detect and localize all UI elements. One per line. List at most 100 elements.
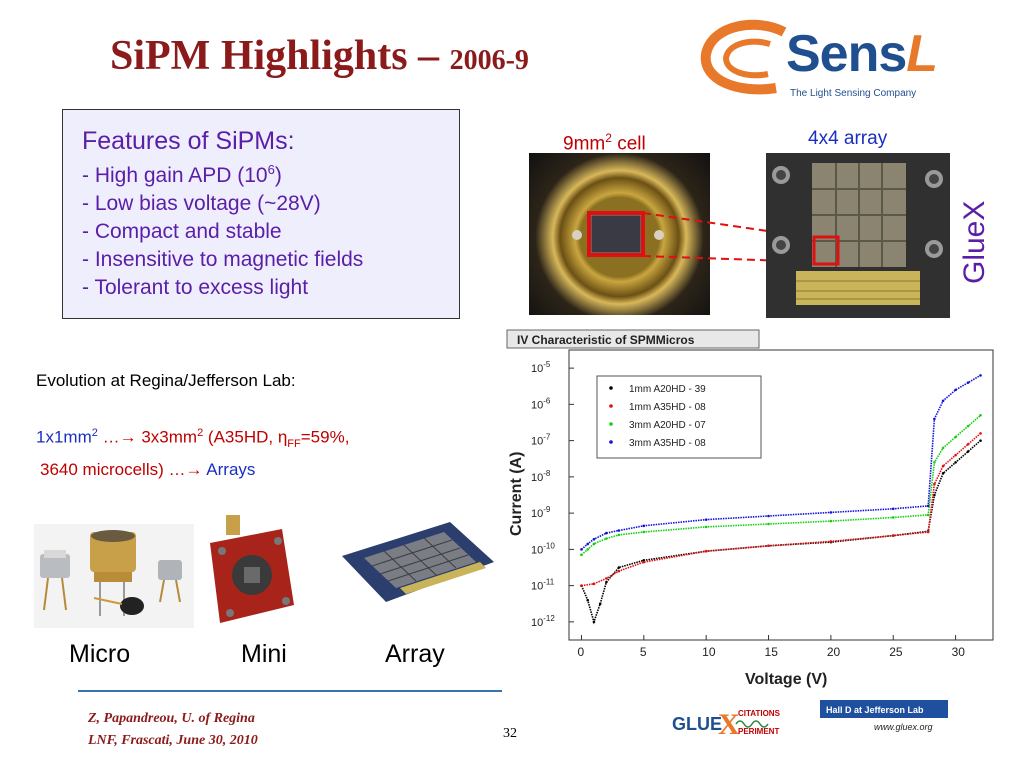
y-ticks: 10-5 10-6 10-7 10-8 10-9 10-10 10-11 10-12 bbox=[531, 360, 574, 629]
data-point bbox=[767, 544, 770, 548]
evolution-heading: Evolution at Regina/Jefferson Lab: bbox=[36, 371, 296, 390]
data-point bbox=[592, 620, 596, 624]
data-point bbox=[926, 513, 930, 517]
y-tick-label: 10-9 bbox=[531, 505, 551, 520]
data-point bbox=[829, 540, 833, 543]
footer-logos: GLUE X CITATIONS PERIMENT Hall D at Jeff… bbox=[670, 700, 948, 741]
x-tick-label: 5 bbox=[640, 645, 647, 659]
data-point bbox=[617, 533, 621, 537]
gluex-logo-x: X bbox=[718, 708, 740, 741]
y-tick-label: 10-6 bbox=[531, 396, 551, 411]
data-point bbox=[941, 464, 945, 468]
data-point bbox=[954, 453, 957, 457]
data-point bbox=[592, 542, 596, 546]
data-point bbox=[941, 446, 945, 450]
data-point bbox=[704, 549, 708, 553]
feature-item-light: - Tolerant to excess light bbox=[82, 276, 309, 299]
data-point bbox=[642, 530, 646, 534]
x-axis-label: Voltage (V) bbox=[745, 671, 827, 688]
array-photo bbox=[766, 153, 950, 318]
data-point bbox=[933, 417, 936, 421]
data-point bbox=[642, 558, 646, 562]
x-tick-label: 0 bbox=[577, 645, 584, 659]
x-tick-label: 15 bbox=[765, 645, 779, 659]
legend-label: 3mm A20HD - 07 bbox=[629, 420, 706, 431]
data-point bbox=[891, 507, 895, 511]
data-point bbox=[979, 374, 982, 377]
data-point bbox=[592, 537, 596, 541]
chart-legend bbox=[596, 375, 762, 459]
data-point bbox=[954, 388, 957, 392]
data-point bbox=[979, 432, 982, 435]
data-point bbox=[926, 530, 930, 534]
data-point bbox=[704, 525, 708, 529]
footer-rule bbox=[78, 690, 502, 692]
data-point bbox=[605, 577, 608, 580]
data-point bbox=[580, 553, 583, 557]
features-box: Features of SiPMs: - High gain APD (106)… bbox=[62, 109, 460, 319]
data-point bbox=[580, 584, 583, 587]
legend-marker bbox=[609, 404, 613, 408]
x-tick-label: 30 bbox=[952, 645, 966, 659]
sensl-wordmark: SensL bbox=[786, 25, 938, 83]
data-point bbox=[767, 522, 770, 526]
svg-text:CITATIONS: CITATIONS bbox=[738, 709, 781, 718]
data-point bbox=[941, 471, 945, 475]
feature-item-compact: - Compact and stable bbox=[82, 220, 282, 243]
legend-marker bbox=[609, 386, 613, 390]
data-point bbox=[592, 582, 596, 586]
legend-label: 1mm A20HD - 39 bbox=[629, 384, 706, 395]
svg-text:PERIMENT: PERIMENT bbox=[738, 727, 779, 736]
data-point bbox=[642, 524, 646, 528]
data-point bbox=[979, 439, 982, 442]
data-point bbox=[979, 413, 982, 417]
feature-item-magnetic: - Insensitive to magnetic fields bbox=[82, 248, 364, 271]
sensl-logo: SensL The Light Sensing Company bbox=[698, 18, 968, 102]
slide-title: SiPM Highlights – 2006-9 bbox=[110, 32, 529, 80]
data-point bbox=[704, 518, 708, 521]
y-tick-label: 10-10 bbox=[531, 541, 555, 556]
data-point bbox=[829, 519, 833, 523]
data-point bbox=[598, 602, 602, 606]
slide-title-main: SiPM Highlights – bbox=[110, 33, 450, 79]
feature-item-bias: - Low bias voltage (~28V) bbox=[82, 192, 321, 215]
footer-venue: LNF, Frascati, June 30, 2010 bbox=[88, 733, 258, 748]
legend-label: 3mm A35HD - 08 bbox=[629, 438, 706, 449]
data-point bbox=[933, 482, 936, 486]
data-point bbox=[767, 514, 770, 518]
data-point bbox=[642, 560, 646, 564]
legend-marker bbox=[609, 440, 613, 444]
evolution-line-1: 1x1mm2 …→ 3x3mm2 (A35HD, ηFF=59%, bbox=[36, 427, 350, 451]
x-tick-label: 10 bbox=[702, 645, 716, 659]
legend-marker bbox=[609, 422, 613, 426]
data-point bbox=[617, 569, 621, 573]
x-ticks: 0 5 10 15 20 25 30 bbox=[577, 635, 965, 659]
array-highlight-box bbox=[812, 235, 840, 266]
y-tick-label: 10-5 bbox=[531, 360, 551, 375]
mini-photo bbox=[210, 515, 294, 623]
data-point bbox=[829, 511, 833, 514]
legend-label: 1mm A35HD - 08 bbox=[629, 402, 706, 413]
data-point bbox=[891, 534, 895, 537]
feature-item-gain: - High gain APD (106) bbox=[82, 162, 282, 187]
array-caption: 4x4 array bbox=[808, 128, 888, 149]
data-point bbox=[617, 529, 621, 532]
data-point bbox=[941, 399, 945, 403]
iv-chart-svg: IV Characteristic of SPMMicros 10-510-61… bbox=[506, 329, 994, 688]
data-point bbox=[966, 381, 970, 384]
data-point bbox=[586, 598, 590, 602]
gluex-side-label: GlueX bbox=[952, 180, 992, 290]
device-label-array: Array bbox=[385, 640, 445, 668]
data-point bbox=[605, 580, 608, 584]
data-point bbox=[605, 531, 608, 535]
device-label-micro: Micro bbox=[69, 640, 131, 668]
y-tick-label: 10-11 bbox=[531, 578, 555, 593]
data-point bbox=[966, 424, 970, 428]
sensl-swoosh-icon bbox=[700, 19, 787, 95]
footer-author: Z, Papandreou, U. of Regina bbox=[88, 711, 255, 726]
gluex-logo-text: GLUE bbox=[672, 714, 722, 734]
series-line-3 bbox=[580, 374, 981, 550]
y-axis-label: Current (A) bbox=[508, 452, 525, 536]
data-point bbox=[966, 450, 970, 453]
evolution-text: 1x1mm2 …→ 3x3mm2 (A35HD, ηFF=59%, 3640 m… bbox=[36, 420, 349, 483]
